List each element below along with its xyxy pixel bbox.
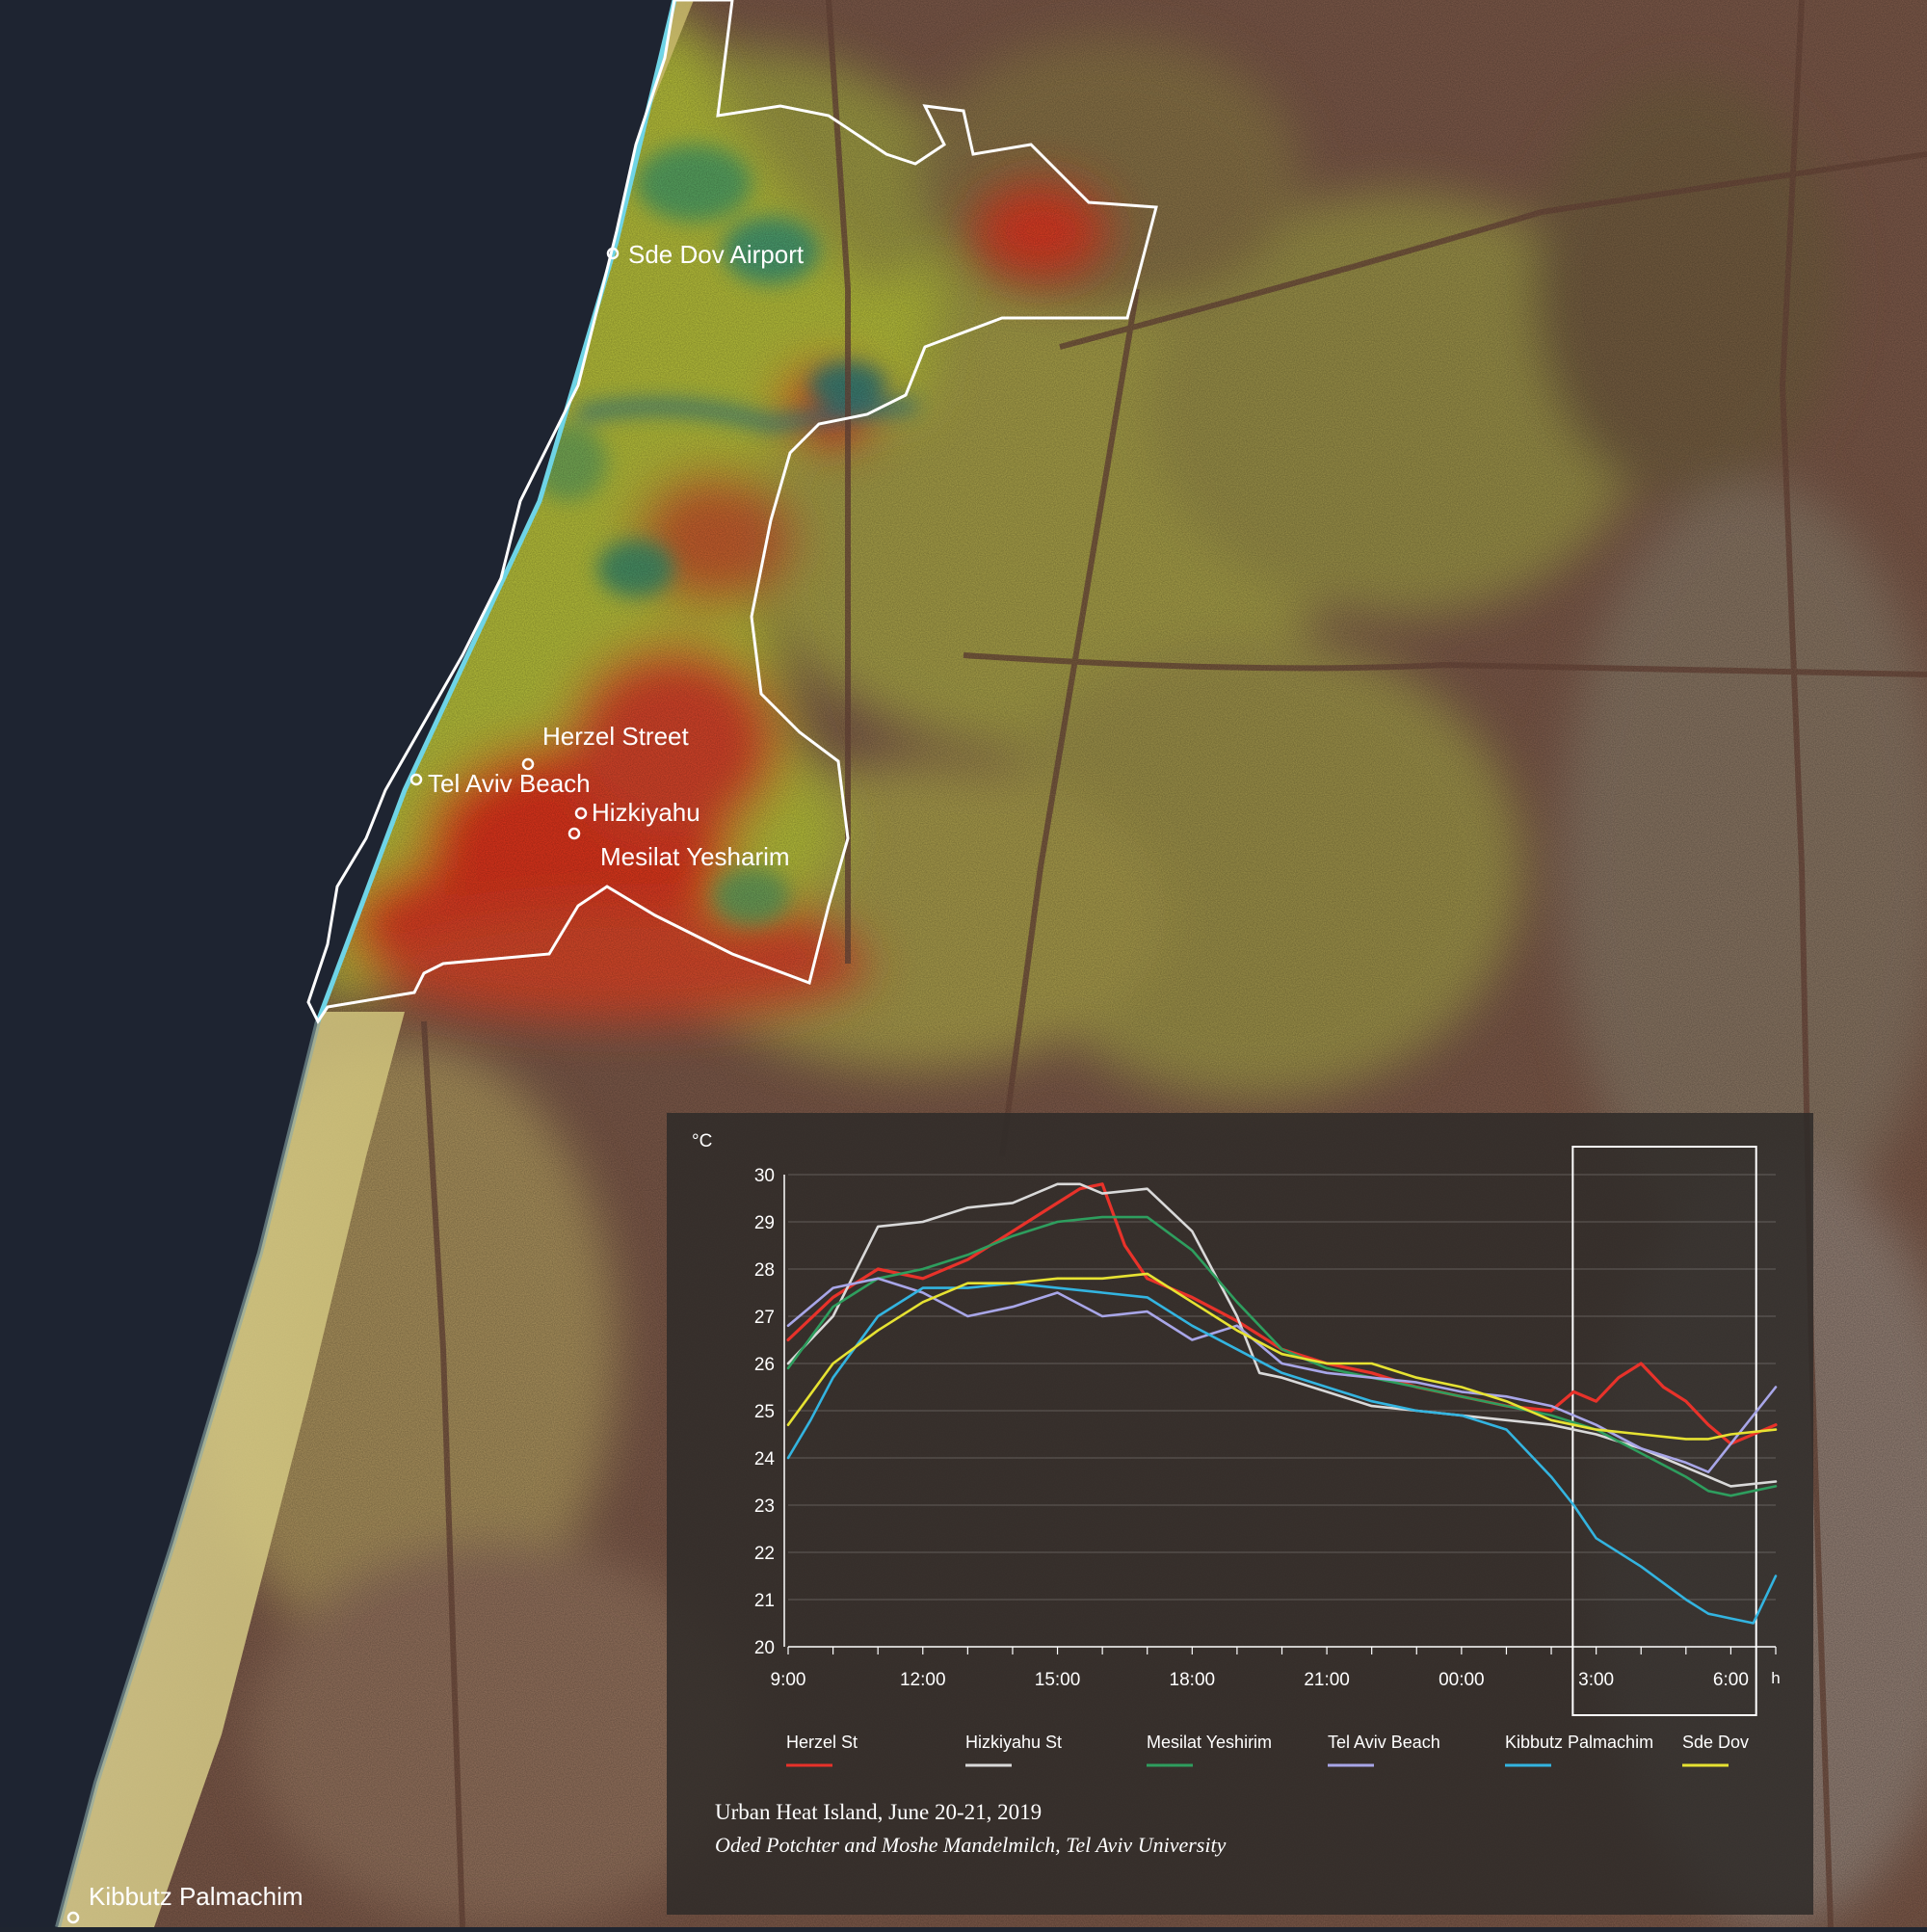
chart-caption-title: Urban Heat Island, June 20-21, 2019 <box>715 1800 1042 1824</box>
city-boundary <box>306 0 1158 1024</box>
y-tick-label: 29 <box>754 1213 775 1233</box>
marker-herzel-street[interactable]: Herzel Street <box>521 722 689 771</box>
temperature-chart-panel: 20 21 22 23 24 25 26 27 28 29 30 °C 9:00 12:00 15:00 18… <box>667 1113 1813 1915</box>
y-unit-label: °C <box>692 1131 712 1151</box>
legend-item[interactable]: Herzel St <box>786 1733 858 1767</box>
y-tick-label: 23 <box>754 1496 775 1517</box>
legend-item[interactable]: Kibbutz Palmachim <box>1505 1733 1653 1767</box>
marker-kibbutz-palmachim[interactable]: Kibbutz Palmachim <box>66 1882 304 1924</box>
y-tick-label: 30 <box>754 1166 775 1186</box>
legend-label: Mesilat Yeshirim <box>1147 1733 1272 1752</box>
marker-mesilat-yesharim[interactable]: Mesilat Yesharim <box>568 827 790 871</box>
x-tick-label: 12:00 <box>900 1670 946 1690</box>
y-tick-label: 28 <box>754 1260 775 1281</box>
x-tick-label: 21:00 <box>1304 1670 1350 1690</box>
chart-caption-credit: Oded Potchter and Moshe Mandelmilch, Tel… <box>715 1833 1227 1857</box>
legend-label: Hizkiyahu St <box>965 1733 1062 1752</box>
y-tick-label: 22 <box>754 1544 775 1564</box>
legend-item[interactable]: Mesilat Yeshirim <box>1147 1733 1272 1767</box>
label-hizkiyahu: Hizkiyahu <box>592 798 700 827</box>
place-markers: Sde Dov Airport Herzel Street Tel Aviv B… <box>66 240 805 1924</box>
label-herzel-street: Herzel Street <box>542 722 689 751</box>
label-sde-dov: Sde Dov Airport <box>628 240 805 269</box>
chart-series <box>786 1182 1778 1625</box>
label-tel-aviv-beach: Tel Aviv Beach <box>428 769 591 798</box>
legend-label: Kibbutz Palmachim <box>1505 1733 1653 1752</box>
chart-panel-background <box>667 1113 1813 1915</box>
chart-axes: 20 21 22 23 24 25 26 27 28 29 30 °C 9:00 12:00 15:00 18… <box>692 1131 1781 1716</box>
legend-item[interactable]: Tel Aviv Beach <box>1328 1733 1440 1767</box>
x-tick-label: 9:00 <box>771 1670 806 1690</box>
x-tick-label: 3:00 <box>1578 1670 1614 1690</box>
legend-item[interactable]: Sde Dov <box>1682 1733 1749 1767</box>
x-tick-label: 6:00 <box>1713 1670 1749 1690</box>
legend-label: Herzel St <box>786 1733 858 1752</box>
legend-label: Sde Dov <box>1682 1733 1749 1752</box>
y-tick-label: 21 <box>754 1591 775 1611</box>
y-tick-label: 27 <box>754 1308 775 1328</box>
chart-legend: Herzel St Hizkiyahu St Mesilat Yeshirim Tel… <box>786 1733 1749 1767</box>
legend-item[interactable]: Hizkiyahu St <box>965 1733 1062 1767</box>
y-tick-label: 26 <box>754 1355 775 1375</box>
shoreline <box>315 0 677 1022</box>
x-tick-label: 18:00 <box>1170 1670 1216 1690</box>
marker-sde-dov[interactable]: Sde Dov Airport <box>606 240 805 269</box>
label-kibbutz-palmachim: Kibbutz Palmachim <box>89 1882 304 1911</box>
x-tick-label: 15:00 <box>1035 1670 1081 1690</box>
surf-line <box>55 1020 321 1928</box>
series-line-kibbutz-palmachim <box>786 1282 1778 1625</box>
series-line-tel-aviv-beach <box>786 1277 1778 1473</box>
x-unit-label: h <box>1771 1669 1780 1687</box>
series-line-sde-dov <box>786 1272 1778 1441</box>
x-tick-label: 00:00 <box>1439 1670 1485 1690</box>
marker-tel-aviv-beach[interactable]: Tel Aviv Beach <box>409 769 591 798</box>
series-line-hizkiyahu-st <box>786 1182 1778 1488</box>
y-tick-label: 24 <box>754 1449 776 1469</box>
marker-hizkiyahu[interactable]: Hizkiyahu <box>574 798 700 827</box>
y-tick-label: 20 <box>754 1638 775 1658</box>
y-tick-label: 25 <box>754 1402 775 1422</box>
label-mesilat-yesharim: Mesilat Yesharim <box>600 842 790 871</box>
legend-label: Tel Aviv Beach <box>1328 1733 1440 1752</box>
